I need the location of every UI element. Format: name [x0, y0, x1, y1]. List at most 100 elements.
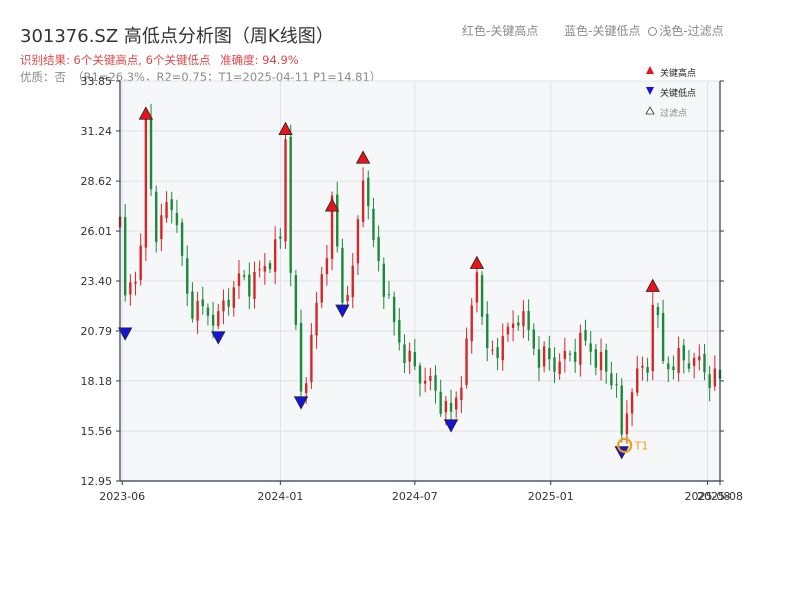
legend-filtered-label: 过滤点 [660, 107, 687, 119]
candle-body [336, 194, 339, 247]
candle-body [537, 349, 541, 368]
candle-body [294, 275, 298, 325]
candle-body [636, 368, 639, 393]
key-low-marker [211, 331, 226, 345]
candle-body [361, 180, 365, 222]
candle-body [615, 383, 618, 385]
candle-body [180, 222, 184, 256]
y-tick-label: 18.18 [81, 375, 113, 388]
candle-body [641, 365, 644, 368]
header-legend-blue: 蓝色-关键低点 [564, 24, 641, 38]
page-title: 301376.SZ 高低点分析图（周K线图） [20, 26, 334, 47]
candle-body [284, 139, 287, 242]
candle-body [196, 301, 199, 321]
key-high-marker [324, 198, 340, 212]
markers: T1 [118, 106, 660, 460]
candle-body [661, 312, 665, 362]
key-high-marker [645, 278, 660, 292]
candle-body [237, 273, 241, 286]
x-tick-label: 2024-07 [392, 490, 438, 503]
candle-body [496, 347, 499, 359]
candle-body [687, 363, 691, 369]
candle-body [692, 357, 696, 366]
result-line: 识别结果: 6个关键高点, 6个关键低点 准确度: 94.9% [20, 52, 305, 68]
candle-body [149, 117, 153, 190]
candle-body [175, 213, 179, 226]
candle-body [444, 401, 448, 413]
y-tick-label: 12.95 [81, 475, 113, 488]
candle-body [191, 291, 194, 319]
candle-body [475, 272, 479, 303]
legend-low-label: 关键低点 [660, 87, 696, 99]
candle-body [155, 191, 158, 242]
candle-body [491, 349, 494, 351]
result-text: 识别结果: 6个关键高点, 6个关键低点 [20, 53, 211, 67]
candle-body [289, 136, 292, 273]
candle-body [387, 294, 391, 296]
candle-body [346, 294, 349, 301]
candle-body [315, 302, 318, 336]
header-legend-red: 红色-关键高点 [462, 24, 539, 38]
x-tick-label: 2025-08 [684, 490, 730, 503]
candle-body [418, 365, 422, 384]
candle-body [480, 275, 484, 317]
candle-body [160, 215, 163, 240]
candle-body [542, 346, 546, 367]
candle-body [594, 349, 598, 368]
candle-body [605, 349, 608, 372]
candle-body [408, 350, 411, 362]
candle-body [486, 313, 489, 348]
candle-body [356, 219, 360, 264]
candle-body [217, 311, 220, 327]
candle-body [413, 351, 417, 367]
candle-body [677, 348, 680, 373]
candle-body [455, 397, 458, 410]
candles [118, 103, 722, 444]
y-tick-label: 15.56 [81, 425, 113, 438]
candle-body [610, 373, 613, 386]
candle-body [268, 263, 272, 269]
key-low-marker [118, 327, 133, 341]
candle-body [429, 376, 432, 381]
accuracy-text: 准确度: 94.9% [220, 53, 299, 67]
candle-body [646, 367, 649, 373]
candle-body [222, 300, 225, 312]
candle-body [279, 236, 282, 239]
candle-body [372, 208, 375, 240]
key-high-marker [469, 255, 485, 269]
candle-body [527, 310, 530, 330]
candle-body [511, 323, 515, 329]
x-tick-label: 2025-01 [528, 490, 574, 503]
candle-body [170, 199, 173, 211]
candle-body [532, 329, 535, 349]
candle-body [563, 350, 567, 360]
candle-body [248, 274, 251, 297]
candle-body [651, 304, 654, 372]
key-high-marker [138, 106, 154, 120]
candle-body [703, 354, 706, 373]
header-legend-light: 浅色-过滤点 [659, 24, 724, 38]
header-legend: 红色-关键高点 蓝色-关键低点 浅色-过滤点 [462, 22, 768, 39]
key-high-marker [355, 150, 371, 164]
candle-body [320, 274, 323, 303]
candle-body [465, 338, 468, 386]
candle-body [232, 287, 235, 308]
candle-body [522, 311, 525, 327]
legend-low-icon [646, 87, 654, 95]
candle-body [123, 217, 127, 296]
candle-body [139, 245, 142, 281]
key-low-marker [335, 304, 350, 318]
candle-body [558, 361, 561, 374]
candle-body [299, 322, 303, 392]
candle-body [630, 392, 634, 414]
candle-body [434, 375, 437, 391]
candle-body [599, 351, 603, 371]
candle-body [392, 296, 396, 323]
candle-body [470, 305, 473, 342]
candle-body [134, 281, 137, 284]
x-tick-label: 2023-06 [99, 490, 145, 503]
candle-body [449, 402, 453, 412]
y-tick-label: 31.24 [81, 125, 113, 138]
x-axis-ticks: 2023-06 2024-01 2024-07 2025-01 2025-082025-… [99, 481, 743, 503]
